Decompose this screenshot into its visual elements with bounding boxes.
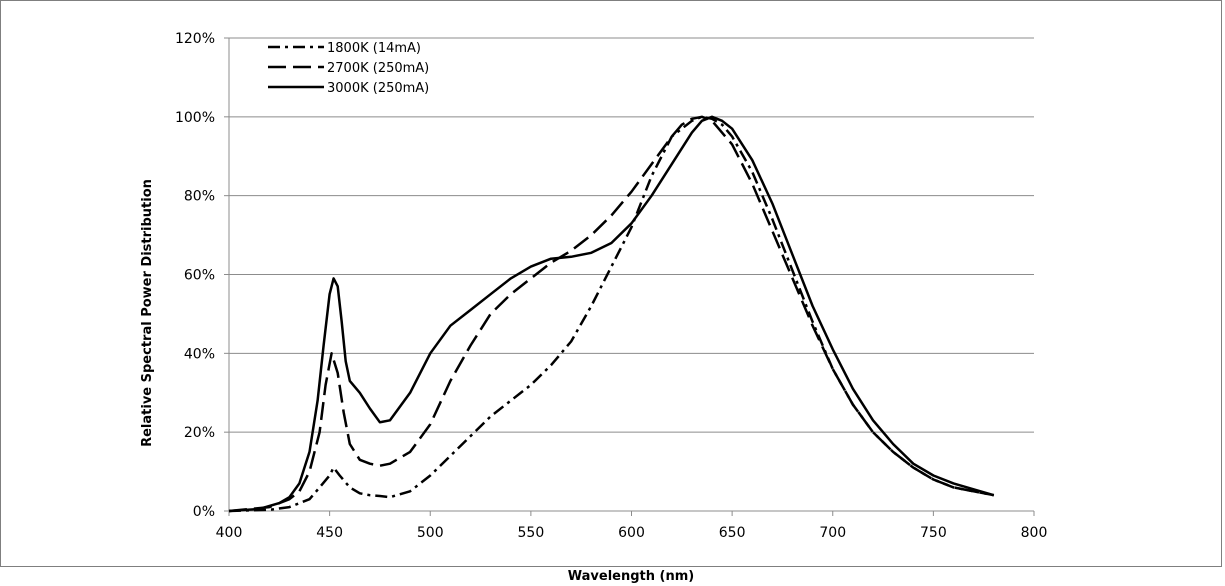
- x-tick-label: 600: [618, 525, 645, 541]
- y-tick-label: 100%: [175, 110, 215, 126]
- y-tick-label: 80%: [184, 189, 215, 205]
- series-line-2: [228, 115, 995, 513]
- x-tick-label: 700: [819, 525, 846, 541]
- y-axis-title: Relative Spectral Power Distribution: [140, 179, 155, 447]
- x-tick-label: 650: [719, 525, 746, 541]
- y-tick-label: 40%: [184, 346, 215, 362]
- legend-label-3: 3000K (250mA): [327, 81, 429, 96]
- x-tick-label: 550: [518, 525, 545, 541]
- y-tick-label: 0%: [193, 504, 215, 520]
- legend-label-1: 1800K (14mA): [327, 41, 421, 56]
- x-tick-label: 500: [417, 525, 444, 541]
- series-lines: [228, 115, 995, 513]
- x-axis-title: Wavelength (nm): [568, 569, 694, 584]
- y-tick-label: 20%: [184, 425, 215, 441]
- x-tick-label: 750: [920, 525, 947, 541]
- axes: 0% 20% 40% 60% 80% 100% 120% 400 450 500 550 600 650…: [175, 31, 1047, 541]
- x-tick-label: 450: [316, 525, 343, 541]
- y-tick-label: 120%: [175, 31, 215, 47]
- series-line-1: [228, 115, 995, 513]
- x-tick-label: 400: [216, 525, 243, 541]
- legend-label-2: 2700K (250mA): [327, 61, 429, 76]
- x-tick-label: 800: [1021, 525, 1048, 541]
- gridlines: [229, 37, 1034, 433]
- chart-frame: [0, 0, 1222, 567]
- legend: 1800K (14mA) 2700K (250mA) 3000K (250mA): [268, 41, 429, 96]
- y-tick-label: 60%: [184, 268, 215, 284]
- series-line-3: [228, 115, 995, 513]
